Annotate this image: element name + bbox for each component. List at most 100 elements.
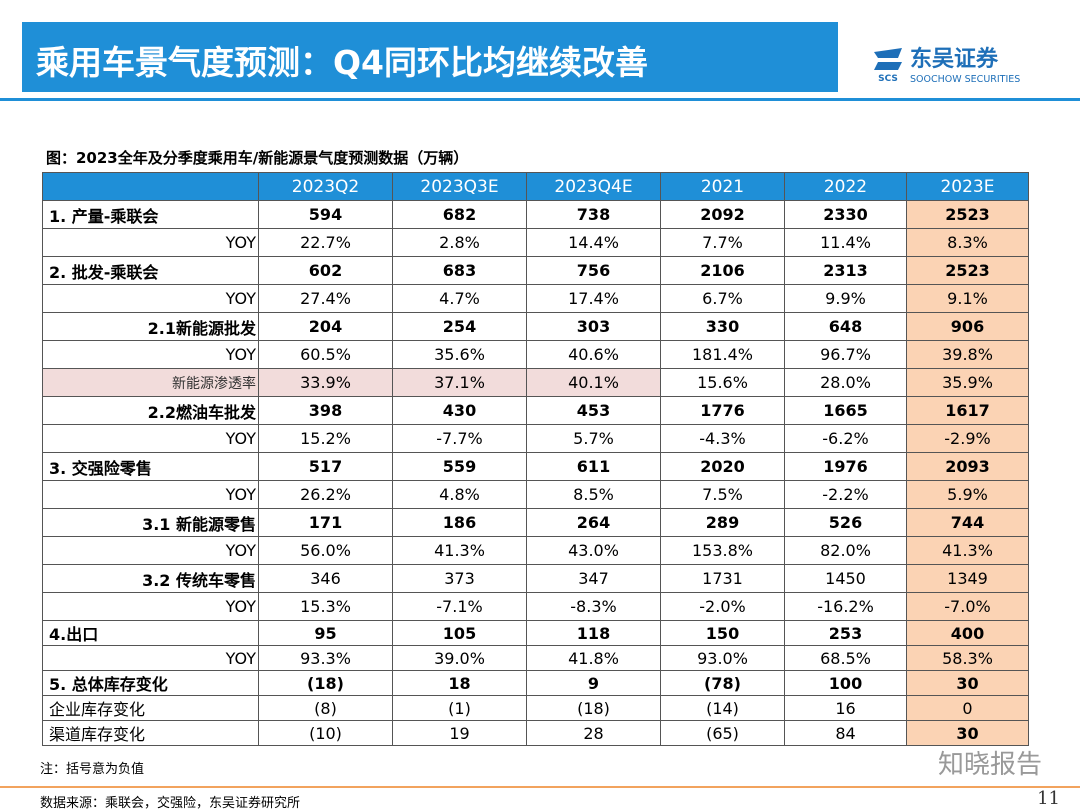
row-label: 2.1新能源批发 — [42, 312, 259, 341]
logo: SCS 东吴证券 SOOCHOW SECURITIES — [874, 46, 1020, 85]
table-cell: (18) — [526, 695, 661, 721]
table-cell: 2330 — [784, 200, 907, 229]
table-cell: 60.5% — [258, 340, 393, 369]
table-cell: 14.4% — [526, 228, 661, 257]
row-label: 4.出口 — [42, 620, 259, 646]
row-label: 5. 总体库存变化 — [42, 670, 259, 696]
logo-english: SOOCHOW SECURITIES — [910, 74, 1020, 85]
table-cell: 611 — [526, 452, 661, 481]
row-label: YOY — [42, 340, 259, 369]
row-label: YOY — [42, 645, 259, 671]
table-row: 新能源渗透率 33.9% 37.1% 40.1% 15.6% 28.0% 35.9% — [42, 368, 1029, 397]
table-cell: 398 — [258, 396, 393, 425]
row-label: YOY — [42, 284, 259, 313]
column-header: 2023Q3E — [392, 172, 527, 201]
table-cell: 254 — [392, 312, 527, 341]
table-cell: 8.3% — [906, 228, 1029, 257]
table-cell: 7.5% — [660, 480, 785, 509]
table-row: 3.1 新能源零售 171 186 264 289 526 744 — [42, 508, 1029, 537]
table-row: YOY 15.3% -7.1% -8.3% -2.0% -16.2% -7.0% — [42, 592, 1029, 621]
table-cell: 346 — [258, 564, 393, 593]
table-cell: 559 — [392, 452, 527, 481]
table-cell: 517 — [258, 452, 393, 481]
table-cell: 4.8% — [392, 480, 527, 509]
table-row: 5. 总体库存变化 (18) 18 9 (78) 100 30 — [42, 670, 1029, 696]
slide-title: 乘用车景气度预测：Q4同环比均继续改善 — [36, 43, 649, 82]
table-row: 3. 交强险零售 517 559 611 2020 1976 2093 — [42, 452, 1029, 481]
row-label: 3. 交强险零售 — [42, 452, 259, 481]
table-cell: 2313 — [784, 256, 907, 285]
table-cell: 96.7% — [784, 340, 907, 369]
watermark: 知晓报告 — [938, 750, 1043, 780]
table-cell: 68.5% — [784, 645, 907, 671]
table-cell: 1665 — [784, 396, 907, 425]
column-header: 2022 — [784, 172, 907, 201]
row-label: 渠道库存变化 — [42, 720, 259, 746]
table-row: 1. 产量-乘联会 594 682 738 2092 2330 2523 — [42, 200, 1029, 229]
table-cell: 9 — [526, 670, 661, 696]
table-cell: 11.4% — [784, 228, 907, 257]
table-cell: 526 — [784, 508, 907, 537]
source: 数据来源：乘联会，交强险，东吴证券研究所 — [40, 796, 301, 811]
table-cell: 594 — [258, 200, 393, 229]
table-cell: 1617 — [906, 396, 1029, 425]
table-cell: 153.8% — [660, 536, 785, 565]
note: 注：括号意为负值 — [40, 762, 145, 777]
table-cell: 22.7% — [258, 228, 393, 257]
footer-bar — [0, 786, 1080, 788]
row-label: 3.2 传统车零售 — [42, 564, 259, 593]
table-cell: -8.3% — [526, 592, 661, 621]
table-cell: 41.3% — [392, 536, 527, 565]
table-cell: 5.9% — [906, 480, 1029, 509]
logo-name: 东吴证券 — [910, 46, 999, 72]
table-cell: 95 — [258, 620, 393, 646]
table-cell: 2.8% — [392, 228, 527, 257]
table-cell: -4.3% — [660, 424, 785, 453]
table-cell: 1349 — [906, 564, 1029, 593]
table-cell: 682 — [392, 200, 527, 229]
table-cell: 28 — [526, 720, 661, 746]
table-cell: (1) — [392, 695, 527, 721]
table-cell: 39.8% — [906, 340, 1029, 369]
caption: 图：2023全年及分季度乘用车/新能源景气度预测数据（万辆） — [46, 149, 469, 167]
table-cell: 15.3% — [258, 592, 393, 621]
table-cell: 181.4% — [660, 340, 785, 369]
data-table: 2023Q2 2023Q3E 2023Q4E 2021 2022 2023E 1. 产量-… — [42, 172, 1029, 746]
table-row: 2.2燃油车批发 398 430 453 1776 1665 1617 — [42, 396, 1029, 425]
table-cell: 39.0% — [392, 645, 527, 671]
table-cell: 41.3% — [906, 536, 1029, 565]
table-cell: 93.0% — [660, 645, 785, 671]
table-cell: -16.2% — [784, 592, 907, 621]
table-row: 3.2 传统车零售 346 373 347 1731 1450 1349 — [42, 564, 1029, 593]
table-cell: 1976 — [784, 452, 907, 481]
header-rule — [0, 98, 1080, 101]
table-cell: 15.2% — [258, 424, 393, 453]
table-cell: 18 — [392, 670, 527, 696]
table-row: 2.1新能源批发 204 254 303 330 648 906 — [42, 312, 1029, 341]
table-cell: -7.0% — [906, 592, 1029, 621]
table-cell: 56.0% — [258, 536, 393, 565]
table-cell: (8) — [258, 695, 393, 721]
table-cell: 264 — [526, 508, 661, 537]
table-cell: 84 — [784, 720, 907, 746]
table-cell: 93.3% — [258, 645, 393, 671]
table-cell: 0 — [906, 695, 1029, 721]
table-cell: 2106 — [660, 256, 785, 285]
table-cell: 1731 — [660, 564, 785, 593]
table-cell: 186 — [392, 508, 527, 537]
table-cell: 5.7% — [526, 424, 661, 453]
table-cell: 330 — [660, 312, 785, 341]
table-cell: 40.6% — [526, 340, 661, 369]
table-cell: 1776 — [660, 396, 785, 425]
table-cell: -2.9% — [906, 424, 1029, 453]
table-cell: 82.0% — [784, 536, 907, 565]
table-cell: 105 — [392, 620, 527, 646]
table-cell: (65) — [660, 720, 785, 746]
table-cell: 30 — [906, 670, 1029, 696]
table-cell: 253 — [784, 620, 907, 646]
table-row: 渠道库存变化 (10) 19 28 (65) 84 30 — [42, 720, 1029, 746]
table-cell: 9.1% — [906, 284, 1029, 313]
column-header: 2023Q2 — [258, 172, 393, 201]
table-cell: (78) — [660, 670, 785, 696]
table-cell: 15.6% — [660, 368, 785, 397]
